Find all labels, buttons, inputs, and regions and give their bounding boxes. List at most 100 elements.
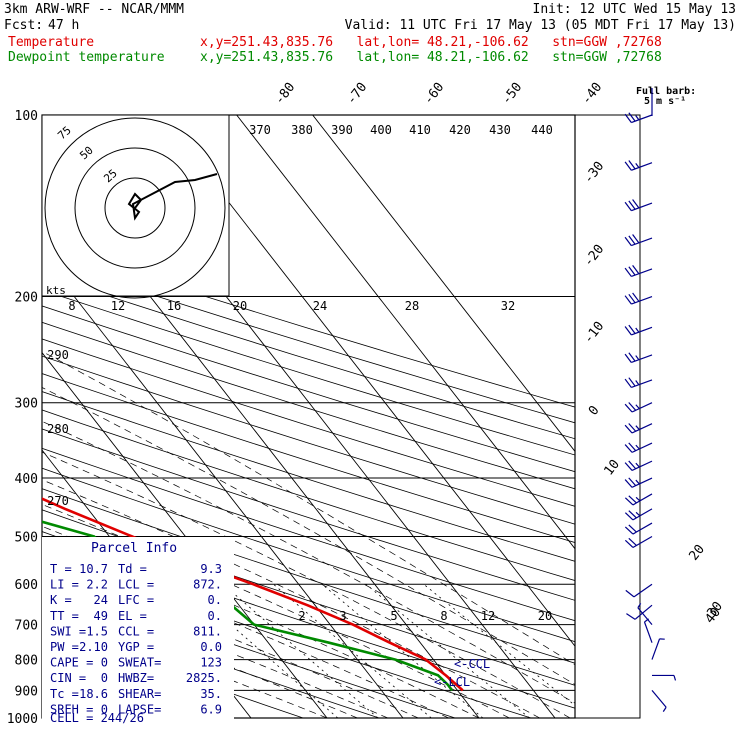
wind-barb-flag — [628, 324, 636, 334]
parcel-info-value: 2.10 — [79, 640, 108, 654]
wind-barb-half-flag — [635, 462, 640, 468]
ccl-annotation: <-CCL — [454, 657, 490, 671]
mixing-ratio-line — [321, 583, 484, 718]
theta-label: 430 — [489, 123, 511, 137]
parcel-info-value: 10.7 — [79, 562, 108, 576]
wind-barb-flag — [628, 423, 637, 432]
wind-barb-flag — [624, 201, 632, 211]
parcel-info-value: 0. — [208, 609, 222, 623]
theta-label: 440 — [531, 123, 553, 137]
hodograph-trace — [127, 173, 218, 221]
parcel-info-label: PW = — [50, 640, 79, 654]
wind-barb-flag — [624, 236, 632, 246]
parcel-info-value: 18.6 — [79, 687, 108, 701]
wind-barb — [637, 607, 653, 625]
pressure-tick-label: 800 — [15, 654, 38, 669]
model-title: 3km ARW-WRF -- NCAR/MMM — [4, 2, 185, 17]
parcel-info-value: 872. — [193, 578, 222, 592]
dry-adiabat — [42, 428, 575, 601]
dry-adiabat — [42, 305, 575, 473]
parcel-info-value: 811. — [193, 624, 222, 638]
wind-barb — [631, 326, 653, 336]
isotherm-label: -10 — [581, 319, 607, 347]
theta-e-label: 24 — [313, 299, 327, 313]
dry-adiabat — [42, 409, 575, 581]
mixing-ratio-label: 3 — [339, 609, 346, 623]
wind-barb-flag — [624, 267, 632, 277]
parcel-info-label: LI = — [50, 578, 79, 592]
parcel-info-label: K = — [50, 593, 72, 607]
wind-barb — [631, 423, 653, 434]
wind-barb — [631, 354, 653, 364]
wind-barb-half-flag — [635, 115, 640, 121]
dry-adiabat — [42, 321, 575, 490]
parcel-info-label: LCL = — [118, 578, 154, 592]
wind-barb — [651, 638, 661, 660]
isotherm-label: -60 — [421, 80, 447, 108]
mixing-ratio-label: 20 — [538, 609, 552, 623]
isotherm-label: 0 — [586, 403, 603, 418]
dry-adiabat — [42, 273, 575, 440]
parcel-info-value: 2.2 — [86, 578, 108, 592]
wind-barb-flag — [625, 589, 635, 598]
wind-barb-half-flag — [635, 425, 640, 430]
wind-barb-flag — [628, 510, 637, 519]
wind-barb-flag — [626, 613, 636, 620]
parcel-info-label: HWBZ= — [118, 671, 154, 685]
dry-adiabat — [42, 258, 575, 424]
isotherm-label: -40 — [579, 80, 605, 108]
wind-barb-flag — [624, 113, 632, 123]
theta-label: 390 — [331, 123, 353, 137]
wind-barb — [631, 295, 653, 305]
wind-barb-flag — [624, 353, 632, 363]
wind-barb-flag — [628, 200, 636, 210]
wind-barb — [631, 237, 653, 247]
dry-adiabat — [42, 488, 575, 664]
wind-barb-flag — [624, 479, 633, 488]
hodograph-ring — [74, 147, 196, 269]
theta-e-label: 16 — [167, 299, 181, 313]
parcel-info-label: Tc = — [50, 687, 79, 701]
mixing-ratio-label: 5 — [390, 609, 397, 623]
hodograph-kts-label: kts — [46, 284, 66, 297]
temperature-legend: Temperature — [8, 35, 95, 50]
wind-barb-flag — [632, 292, 640, 302]
wind-barb-flag — [628, 235, 636, 245]
parcel-info-label: TT = — [50, 609, 79, 623]
temperature-location: x,y=251.43,835.76 lat,lon= 48.21,-106.62… — [200, 35, 662, 50]
dry-adiabat — [42, 467, 575, 643]
parcel-info-value: 0 — [101, 656, 108, 670]
pressure-tick-label: 700 — [15, 619, 38, 634]
wind-barb — [631, 477, 653, 488]
wind-barb-half-flag — [635, 404, 640, 410]
wind-barb-half-flag — [673, 675, 677, 681]
theta-label: 410 — [409, 123, 431, 137]
parcel-info-label: SHEAR= — [118, 687, 161, 701]
wind-barb-flag — [628, 352, 636, 362]
hodograph-frame — [41, 114, 230, 297]
wind-barb-flag — [628, 112, 636, 122]
dry-adiabat — [42, 447, 575, 622]
wind-barb-flag — [624, 326, 632, 336]
wind-barb — [634, 604, 653, 620]
wind-barb-half-flag — [635, 444, 640, 450]
theta-label: 280 — [47, 422, 69, 436]
pressure-tick-label: 500 — [15, 530, 38, 545]
wind-barb-flag — [624, 512, 634, 521]
dewpoint-legend: Dewpoint temperature — [8, 50, 165, 65]
isotherm-line — [312, 115, 575, 453]
pressure-tick-label: 200 — [15, 291, 38, 306]
wind-barb — [632, 493, 653, 506]
parcel-info-value: 2825. — [186, 671, 222, 685]
theta-label: 290 — [47, 348, 69, 362]
wind-barb-flag — [628, 460, 637, 470]
wind-barb-flag — [628, 442, 637, 452]
wind-barb-half-flag — [662, 706, 667, 712]
parcel-info-value: 123 — [200, 656, 222, 670]
theta-e-label: 12 — [111, 299, 125, 313]
parcel-info-value: 0 — [101, 671, 108, 685]
mixing-ratio-line — [365, 583, 530, 718]
wind-barb-flag — [628, 537, 637, 546]
parcel-info-label: LAPSE= — [118, 702, 161, 716]
wind-barb — [631, 379, 653, 389]
